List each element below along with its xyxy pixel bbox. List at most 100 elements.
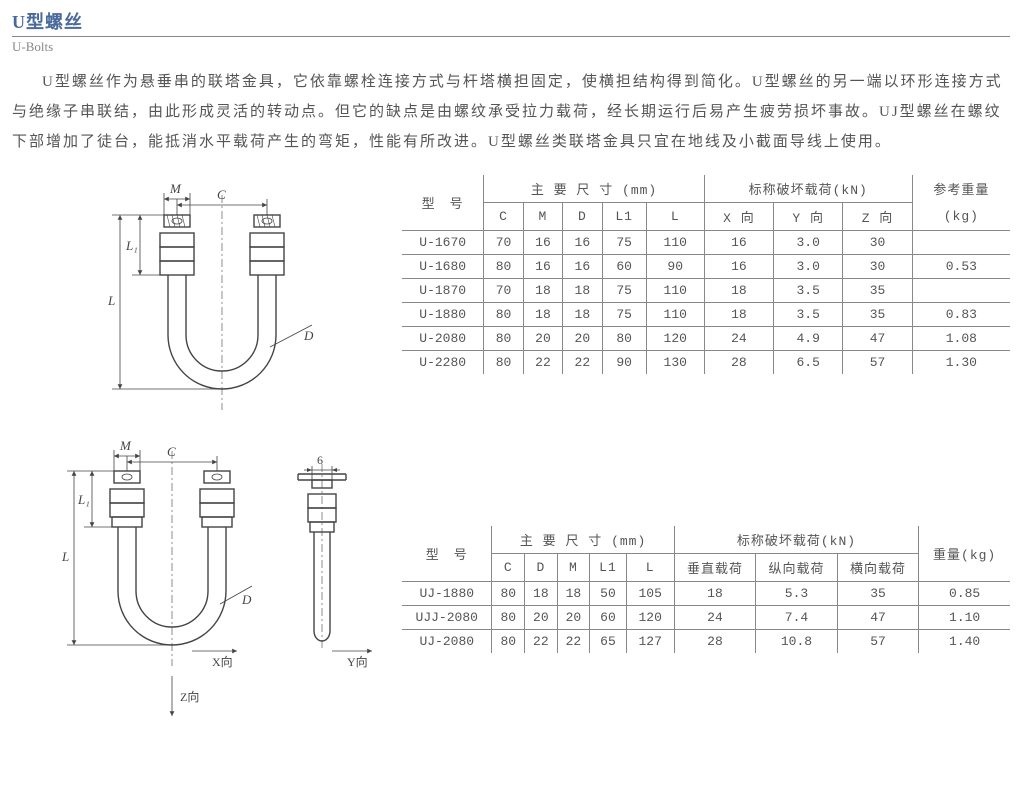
table-cell: UJ-2080 [402, 630, 492, 654]
table-cell: 90 [602, 351, 646, 375]
table-cell: 1.30 [912, 351, 1010, 375]
table-cell: 130 [646, 351, 704, 375]
th2-load: 标称破坏载荷(kN) [674, 526, 919, 554]
th2-lo: 纵向载荷 [756, 554, 838, 582]
table-cell: U-2280 [402, 351, 484, 375]
table-cell: 18 [523, 279, 562, 303]
th2-dims: 主 要 尺 寸 (mm) [492, 526, 674, 554]
table-cell: 20 [557, 606, 590, 630]
table-cell: 6.5 [774, 351, 843, 375]
label-x: X向 [212, 654, 233, 669]
section-uj-bolt: D M C L₁ L X向 [12, 436, 1010, 751]
table-cell: 105 [626, 582, 674, 606]
table-cell: 80 [492, 606, 525, 630]
label-c2: C [167, 444, 176, 459]
label-lb: L [61, 549, 69, 564]
table-cell: UJ-1880 [402, 582, 492, 606]
table-cell: 75 [602, 303, 646, 327]
label-d: D [303, 328, 314, 343]
table-cell: 0.53 [912, 255, 1010, 279]
table-cell: 18 [704, 279, 773, 303]
table-row: UJ-188080181850105185.3350.85 [402, 582, 1010, 606]
table-row: U-228080222290130286.5571.30 [402, 351, 1010, 375]
table-row: UJJ-208080202060120247.4471.10 [402, 606, 1010, 630]
diagram-uj-bolt: D M C L₁ L X向 [12, 436, 402, 751]
table-cell: 35 [843, 279, 912, 303]
th-weight: 参考重量 [912, 175, 1010, 203]
description-paragraph: U型螺丝作为悬垂串的联塔金具，它依靠螺栓连接方式与杆塔横担固定，使横担结构得到简… [12, 67, 1010, 157]
section-u-bolt: D M C L₁ L 型 号 主 要 尺 寸 ( [12, 175, 1010, 430]
table-cell: 18 [704, 303, 773, 327]
th-d: D [563, 203, 602, 231]
table-cell: 60 [602, 255, 646, 279]
table-cell: 3.5 [774, 303, 843, 327]
th-kg: (kg) [912, 203, 1010, 231]
table-cell: 18 [557, 582, 590, 606]
th2-l: L [626, 554, 674, 582]
title-english: U-Bolts [12, 39, 1010, 55]
table-cell: 30 [843, 231, 912, 255]
label-z: Z向 [180, 689, 199, 704]
table-cell: 75 [602, 231, 646, 255]
table-cell: 1.10 [919, 606, 1010, 630]
th2-d: D [525, 554, 558, 582]
label-c: C [217, 187, 226, 202]
label-l: L [107, 293, 115, 308]
table-row: U-208080202080120244.9471.08 [402, 327, 1010, 351]
th-l1: L1 [602, 203, 646, 231]
table-cell: 22 [523, 351, 562, 375]
th-x: X 向 [704, 203, 773, 231]
table-cell: 16 [704, 231, 773, 255]
th-m: M [523, 203, 562, 231]
table-row: U-167070161675110163.030 [402, 231, 1010, 255]
table-cell [912, 279, 1010, 303]
table-cell: 22 [525, 630, 558, 654]
table-cell: 16 [563, 231, 602, 255]
table-cell: 0.85 [919, 582, 1010, 606]
table-cell: 47 [837, 606, 919, 630]
title-chinese: U型螺丝 [12, 8, 1010, 37]
table-cell: UJJ-2080 [402, 606, 492, 630]
th-l: L [646, 203, 704, 231]
table-cell: 80 [492, 582, 525, 606]
table-cell: 110 [646, 303, 704, 327]
table-cell: 16 [523, 231, 562, 255]
table-cell: 80 [484, 327, 523, 351]
table-cell: 24 [674, 606, 756, 630]
label-l1b: L₁ [77, 492, 90, 507]
th2-c: C [492, 554, 525, 582]
th-dims: 主 要 尺 寸 (mm) [484, 175, 704, 203]
table-cell: 75 [602, 279, 646, 303]
table-cell: 70 [484, 279, 523, 303]
table-cell: 16 [523, 255, 562, 279]
table-cell [912, 231, 1010, 255]
table-cell: 80 [484, 303, 523, 327]
table-cell: 22 [557, 630, 590, 654]
table-u: 型 号 主 要 尺 寸 (mm) 标称破坏载荷(kN) 参考重量 C M D L… [402, 175, 1010, 374]
table-cell: U-1880 [402, 303, 484, 327]
table-cell: 5.3 [756, 582, 838, 606]
label-d2: D [241, 592, 252, 607]
table-cell: 1.08 [912, 327, 1010, 351]
th2-model: 型 号 [402, 526, 492, 582]
table-cell: 18 [525, 582, 558, 606]
table-cell: U-1680 [402, 255, 484, 279]
table-cell: 3.0 [774, 255, 843, 279]
table-cell: 80 [484, 351, 523, 375]
table-cell: 20 [525, 606, 558, 630]
table-cell: 28 [674, 630, 756, 654]
table-cell: 16 [704, 255, 773, 279]
table-cell: U-2080 [402, 327, 484, 351]
table-cell: 18 [563, 303, 602, 327]
table-row: U-188080181875110183.5350.83 [402, 303, 1010, 327]
th2-weight: 重量(kg) [919, 526, 1010, 582]
table-cell: 50 [590, 582, 627, 606]
label-y: Y向 [347, 654, 368, 669]
table-cell: 1.40 [919, 630, 1010, 654]
table-cell: 20 [523, 327, 562, 351]
label-six: 6 [317, 453, 323, 467]
th2-v: 垂直载荷 [674, 554, 756, 582]
table-cell: 3.5 [774, 279, 843, 303]
table-cell: 28 [704, 351, 773, 375]
table-cell: 7.4 [756, 606, 838, 630]
